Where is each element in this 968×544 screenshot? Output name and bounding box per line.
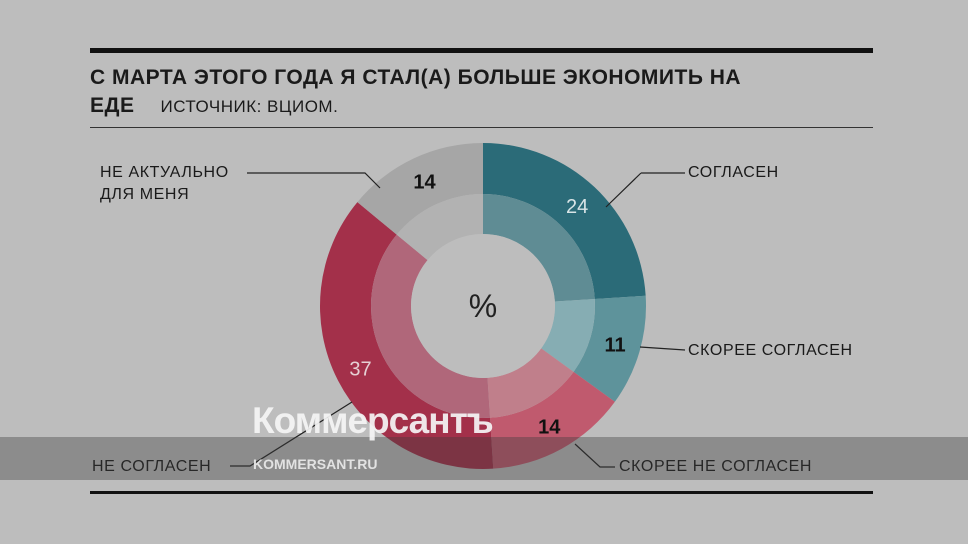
slice-inner-1 <box>541 298 595 372</box>
leader-line-2 <box>574 443 615 468</box>
slice-inner-0 <box>483 194 595 302</box>
leader-line-3 <box>230 401 353 467</box>
legend-label-agree: СОГЛАСЕН <box>688 164 779 181</box>
slice-inner-2 <box>487 348 574 418</box>
donut-hole <box>411 234 555 378</box>
slice-value-label-4: 14 <box>413 172 436 194</box>
slice-outer-0 <box>483 143 646 299</box>
slice-outer-1 <box>573 295 646 402</box>
slice-outer-3 <box>320 202 494 469</box>
header-divider <box>90 127 873 128</box>
center-label: % <box>469 288 497 324</box>
legend-line-2: ДЛЯ МЕНЯ <box>100 186 190 203</box>
leader-line-0 <box>605 172 685 208</box>
legend-label-not-relevant: НЕ АКТУАЛЬНО ДЛЯ МЕНЯ <box>100 162 229 206</box>
slice-value-label-0: 24 <box>566 196 588 218</box>
source-text: ИСТОЧНИК: ВЦИОМ. <box>160 97 339 116</box>
chart-title: С МАРТА ЭТОГО ГОДА Я СТАЛ(А) БОЛЬШЕ ЭКОН… <box>90 64 890 121</box>
legend-label-rather-agree: СКОРЕЕ СОГЛАСЕН <box>688 342 853 359</box>
slice-value-label-2: 14 <box>538 416 561 438</box>
leader-line-4 <box>247 172 381 189</box>
watermark-band <box>0 437 968 480</box>
legend-label-rather-disagree: СКОРЕЕ НЕ СОГЛАСЕН <box>619 458 813 475</box>
slice-inner-4 <box>396 194 483 261</box>
title-text: С МАРТА ЭТОГО ГОДА Я СТАЛ(А) БОЛЬШЕ ЭКОН… <box>90 66 742 117</box>
slice-outer-2 <box>490 371 615 469</box>
slice-value-label-3: 37 <box>349 358 371 380</box>
top-rule <box>90 48 873 53</box>
slice-outer-4 <box>357 143 483 235</box>
bottom-rule <box>90 491 873 494</box>
watermark-logo: Коммерсантъ <box>252 400 494 441</box>
watermark-site: KOMMERSANT.RU <box>253 456 378 472</box>
leader-line-1 <box>639 346 686 351</box>
slice-inner-3 <box>371 234 491 418</box>
slice-value-label-1: 11 <box>604 334 625 356</box>
legend-line-1: НЕ АКТУАЛЬНО <box>100 164 229 181</box>
legend-label-disagree: НЕ СОГЛАСЕН <box>92 458 212 475</box>
